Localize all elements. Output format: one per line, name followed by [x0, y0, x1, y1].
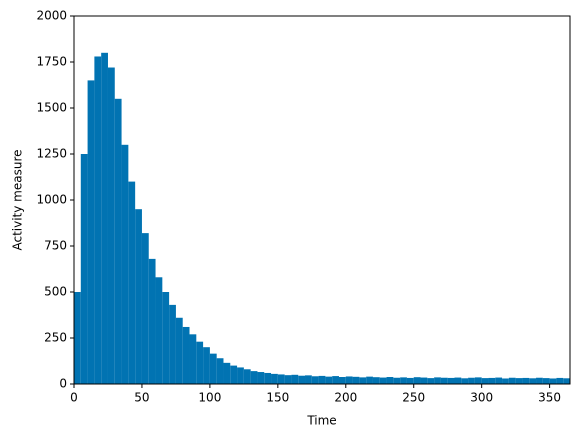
bar [277, 374, 285, 384]
bar [434, 377, 441, 384]
bar [271, 373, 278, 384]
bar [257, 372, 265, 384]
bar [175, 317, 183, 384]
bar [454, 377, 462, 384]
bar [298, 375, 306, 384]
bar [87, 80, 95, 385]
bar [474, 377, 482, 384]
bar [107, 67, 115, 385]
bar [427, 378, 435, 384]
bar [563, 378, 570, 384]
bar [80, 154, 88, 384]
y-axis-label: Activity measure [11, 149, 25, 250]
x-tick-label: 150 [266, 391, 289, 405]
y-tick-label: 1250 [36, 147, 67, 161]
bar [522, 377, 530, 384]
bar [243, 369, 251, 384]
bar [237, 367, 244, 384]
bar [542, 378, 550, 384]
bar [366, 376, 373, 384]
bar [338, 377, 346, 384]
bar [556, 377, 564, 384]
bar [128, 181, 136, 384]
bar [135, 209, 142, 384]
bar [94, 56, 102, 384]
y-tick-label: 1000 [36, 193, 67, 207]
bar [155, 277, 163, 384]
bar [529, 378, 537, 384]
bar [468, 377, 475, 384]
bar [230, 365, 238, 384]
bar [413, 377, 421, 384]
bar [508, 377, 516, 384]
y-tick-label: 2000 [36, 9, 67, 23]
x-tick-label: 200 [334, 391, 357, 405]
bar [352, 376, 360, 384]
bar [101, 52, 108, 385]
x-tick-label: 300 [470, 391, 493, 405]
y-tick-label: 250 [44, 331, 67, 345]
bar [345, 376, 353, 384]
bar [114, 98, 122, 385]
bar [359, 377, 367, 384]
bar [461, 378, 469, 384]
bar [250, 371, 258, 384]
bar [305, 375, 312, 384]
bar [74, 292, 81, 384]
x-tick-label: 100 [198, 391, 221, 405]
y-tick-label: 0 [59, 377, 67, 391]
bar [536, 377, 543, 384]
bar [502, 378, 509, 384]
bar [223, 362, 231, 384]
bar [318, 375, 326, 384]
y-tick-label: 500 [44, 285, 67, 299]
bar [169, 304, 176, 384]
bar [291, 374, 299, 384]
bar [264, 372, 272, 384]
bar [311, 376, 319, 384]
bar [203, 347, 210, 384]
y-tick-label: 1750 [36, 55, 67, 69]
bar [284, 375, 292, 384]
bar [406, 377, 414, 384]
bar [549, 378, 557, 384]
bar [420, 377, 428, 384]
bar [400, 377, 407, 384]
bar [216, 358, 224, 384]
bar [325, 376, 333, 384]
x-tick-label: 0 [70, 391, 78, 405]
y-tick-label: 1500 [36, 101, 67, 115]
bar [332, 376, 339, 384]
bar [488, 377, 496, 384]
x-tick-label: 50 [134, 391, 149, 405]
bar [515, 378, 523, 384]
bar [196, 341, 204, 384]
bar [189, 334, 197, 384]
bar [379, 377, 387, 384]
bar [121, 144, 129, 384]
x-tick-label: 250 [402, 391, 425, 405]
bar [148, 258, 156, 384]
bar [141, 233, 149, 384]
bar [386, 377, 394, 384]
y-tick-label: 750 [44, 239, 67, 253]
bar [440, 377, 448, 384]
bar [481, 378, 489, 384]
x-tick-label: 350 [538, 391, 561, 405]
bar [209, 353, 217, 384]
x-axis-label: Time [306, 414, 336, 428]
bar [182, 326, 190, 384]
bar [495, 377, 503, 384]
bar [162, 292, 170, 384]
bar [372, 377, 380, 384]
bar [393, 377, 401, 384]
bar [447, 377, 455, 384]
